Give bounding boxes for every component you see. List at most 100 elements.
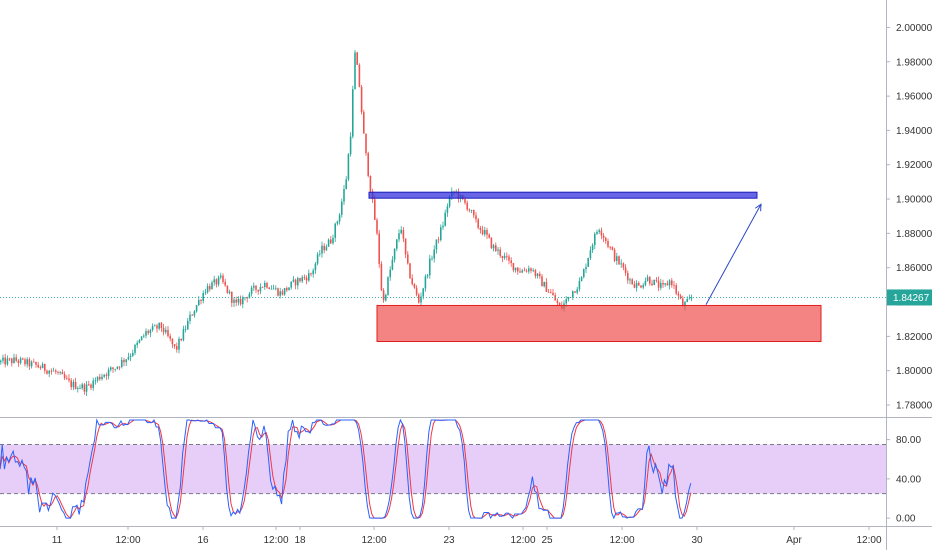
candle-down-body xyxy=(413,284,416,288)
candle-up-body xyxy=(77,388,79,390)
candle-up-body xyxy=(0,360,2,363)
candle-down-body xyxy=(541,276,543,287)
candle-up-body xyxy=(448,196,451,207)
candle-up-body xyxy=(646,277,649,281)
candle-down-body xyxy=(222,275,224,282)
candle-up-body xyxy=(341,201,343,215)
candle-up-body xyxy=(220,275,222,278)
candle-down-body xyxy=(624,267,627,273)
candle-up-body xyxy=(290,281,292,288)
candle-up-body xyxy=(532,270,534,271)
candle-down-body xyxy=(17,360,20,363)
candle-up-body xyxy=(635,282,638,288)
candle-down-body xyxy=(519,271,521,273)
candle-up-body xyxy=(349,136,352,155)
candle-down-body xyxy=(486,230,488,235)
time-tick-label: 12:00 xyxy=(263,535,288,546)
candle-up-body xyxy=(272,288,275,290)
candle-down-body xyxy=(83,384,86,392)
oscillator-tick-label: 0.00 xyxy=(896,514,916,525)
candle-down-body xyxy=(618,256,620,265)
candle-down-body xyxy=(162,328,165,333)
candle-down-body xyxy=(534,270,537,276)
candle-up-body xyxy=(244,297,246,299)
candle-up-body xyxy=(431,258,433,260)
candle-down-body xyxy=(261,286,264,288)
candle-down-body xyxy=(468,209,471,211)
candle-down-body xyxy=(369,175,372,192)
candle-up-body xyxy=(270,288,273,290)
candle-up-body xyxy=(103,374,105,377)
candle-up-body xyxy=(653,279,655,285)
time-tick-label: 12:00 xyxy=(361,535,386,546)
candle-down-body xyxy=(673,285,675,286)
candle-up-body xyxy=(576,289,578,293)
candle-up-body xyxy=(583,269,585,278)
candle-down-body xyxy=(651,283,653,285)
candle-down-body xyxy=(360,86,363,113)
candle-down-body xyxy=(649,277,651,284)
candle-up-body xyxy=(19,358,22,363)
candle-up-body xyxy=(398,233,400,240)
candle-up-body xyxy=(114,368,116,370)
oscillator-pane[interactable] xyxy=(0,418,886,520)
candle-up-body xyxy=(325,246,328,251)
candle-up-body xyxy=(132,352,134,356)
candle-down-body xyxy=(382,290,385,301)
candle-up-body xyxy=(426,275,429,277)
candle-up-body xyxy=(92,380,94,388)
candle-up-body xyxy=(211,282,213,290)
candle-down-body xyxy=(510,260,512,263)
candle-down-body xyxy=(655,279,658,281)
candle-down-body xyxy=(303,277,306,279)
candle-up-body xyxy=(391,259,394,270)
candle-down-body xyxy=(112,367,114,370)
candle-down-body xyxy=(380,263,383,291)
candle-down-body xyxy=(558,302,561,306)
candle-down-body xyxy=(512,262,515,271)
candle-down-body xyxy=(530,268,532,271)
candle-up-body xyxy=(228,291,231,294)
candle-up-body xyxy=(59,372,61,373)
price-tick-label: 1.82000 xyxy=(896,332,932,343)
candle-down-body xyxy=(63,374,66,379)
support-zone xyxy=(376,304,822,342)
projection-arrow-head xyxy=(755,203,762,212)
candle-down-body xyxy=(402,229,405,239)
candle-up-body xyxy=(193,311,196,316)
candle-up-body xyxy=(250,287,253,294)
candle-up-body xyxy=(195,305,198,312)
projection-arrow-line xyxy=(705,203,762,305)
candle-down-body xyxy=(633,284,636,288)
candle-down-body xyxy=(490,237,493,249)
candle-down-body xyxy=(501,255,504,258)
main-price-pane[interactable] xyxy=(0,49,886,396)
candle-up-body xyxy=(440,227,442,241)
candle-up-body xyxy=(279,291,281,296)
candle-up-body xyxy=(140,336,143,341)
candle-down-body xyxy=(61,372,64,375)
candle-down-body xyxy=(358,64,361,87)
candle-up-body xyxy=(85,384,88,392)
price-tick-label: 2.00000 xyxy=(896,23,932,34)
candle-down-body xyxy=(147,331,149,334)
oscillator-axis: 80.00 40.00 0.00 xyxy=(886,435,921,525)
candle-down-body xyxy=(374,199,376,220)
candle-up-body xyxy=(536,273,539,276)
candle-down-body xyxy=(123,359,125,363)
candle-up-body xyxy=(213,279,215,283)
candle-up-body xyxy=(138,340,141,343)
candle-down-body xyxy=(277,288,279,296)
candle-down-body xyxy=(506,256,508,257)
stochastic-k-line xyxy=(0,418,692,520)
candle-up-body xyxy=(429,258,431,276)
price-tick-label: 1.80000 xyxy=(896,366,932,377)
candle-up-body xyxy=(589,250,592,258)
candle-down-body xyxy=(631,279,633,285)
candle-down-body xyxy=(545,281,548,292)
candle-down-body xyxy=(215,279,218,285)
candle-down-body xyxy=(37,364,39,368)
time-tick-label: 12:00 xyxy=(856,535,881,546)
candle-up-body xyxy=(158,322,160,329)
